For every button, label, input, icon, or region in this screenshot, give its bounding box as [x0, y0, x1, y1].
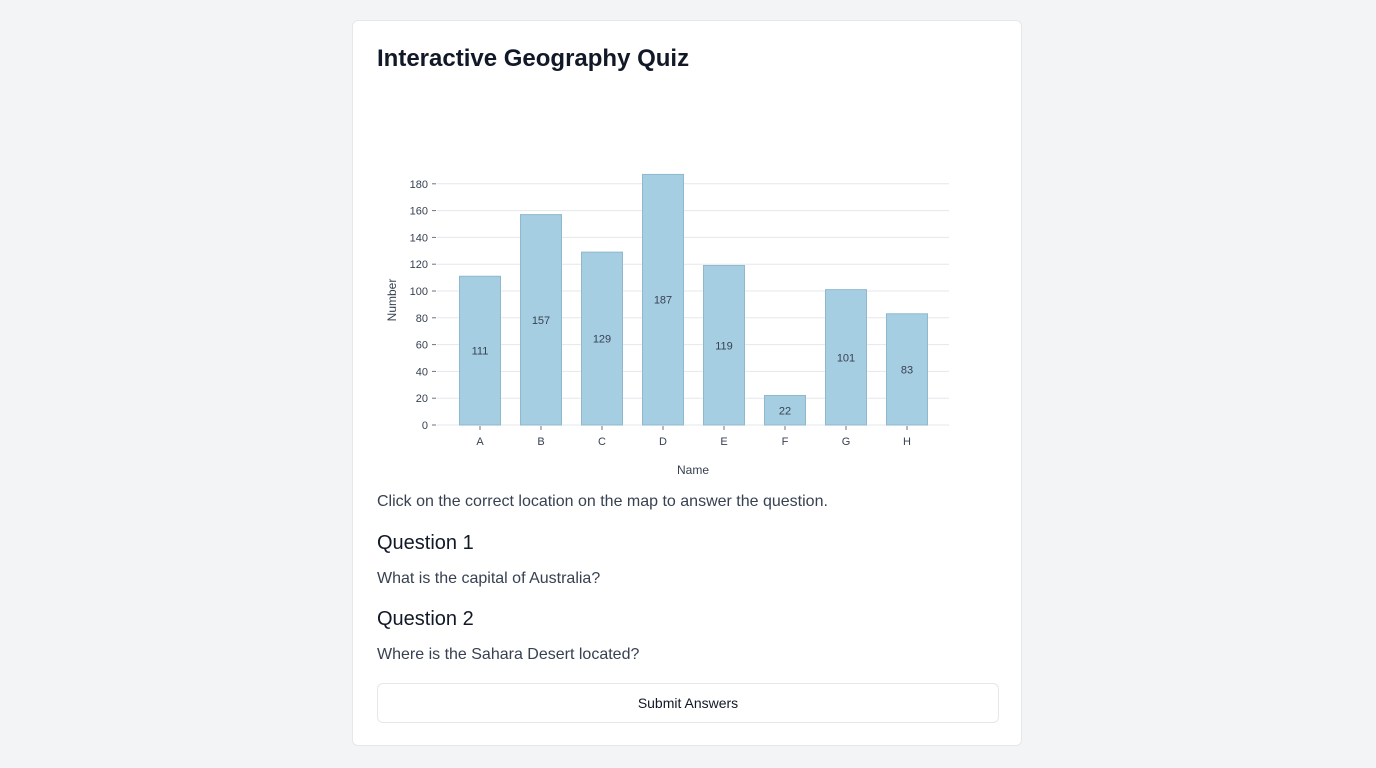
submit-answers-button[interactable]: Submit Answers: [377, 683, 999, 723]
bar-E: [703, 265, 745, 426]
bar-H: [886, 313, 928, 426]
bar-D: [642, 173, 684, 426]
page-title: Interactive Geography Quiz: [377, 45, 690, 72]
x-tick-label-D: D: [659, 436, 667, 448]
bar-A: [459, 275, 501, 426]
bar-value-label-D: 187: [654, 295, 672, 307]
bar-F: [764, 395, 806, 426]
y-tick-label-0: 0: [422, 420, 428, 432]
bar-B: [520, 214, 562, 426]
bar-G: [825, 289, 867, 426]
bar-value-label-H: 83: [901, 364, 913, 376]
question-2-title: Question 2: [377, 608, 474, 630]
question-1-text: What is the capital of Australia?: [377, 570, 601, 587]
y-tick-label-100: 100: [410, 286, 428, 298]
x-tick-label-A: A: [476, 436, 484, 448]
y-tick-label-120: 120: [410, 259, 428, 271]
bar-value-label-B: 157: [532, 315, 550, 327]
x-tick-label-F: F: [782, 436, 789, 448]
bar-value-label-C: 129: [593, 334, 611, 346]
y-tick-label-140: 140: [410, 232, 428, 244]
y-tick-label-160: 160: [410, 206, 428, 218]
x-axis-label: Name: [677, 463, 709, 477]
x-tick-label-G: G: [842, 436, 851, 448]
question-1-title: Question 1: [377, 532, 474, 554]
bar-value-label-A: 111: [472, 346, 489, 358]
y-tick-label-80: 80: [416, 313, 428, 325]
x-tick-label-E: E: [720, 436, 727, 448]
y-tick-label-180: 180: [410, 179, 428, 191]
x-tick-label-H: H: [903, 436, 911, 448]
quiz-card: Interactive Geography Quiz 0 20 40 60 80 100 1…: [352, 20, 1022, 746]
y-axis-label: Number: [385, 279, 399, 322]
bar-value-label-G: 101: [837, 352, 855, 364]
y-tick-label-20: 20: [416, 393, 428, 405]
question-2-text: Where is the Sahara Desert located?: [377, 646, 640, 663]
bar-chart: 0 20 40 60 80 100 120 140 160 180 111 A 157 B 129 C 187 D…: [385, 173, 949, 477]
bar-value-label-F: 22: [779, 405, 791, 417]
y-tick-label-60: 60: [416, 340, 428, 352]
bar-C: [581, 251, 623, 426]
x-tick-label-C: C: [598, 436, 606, 448]
y-tick-label-40: 40: [416, 366, 428, 378]
x-tick-label-B: B: [537, 436, 544, 448]
instructions-text: Click on the correct location on the map…: [377, 493, 828, 510]
bar-value-label-E: 119: [715, 340, 733, 352]
